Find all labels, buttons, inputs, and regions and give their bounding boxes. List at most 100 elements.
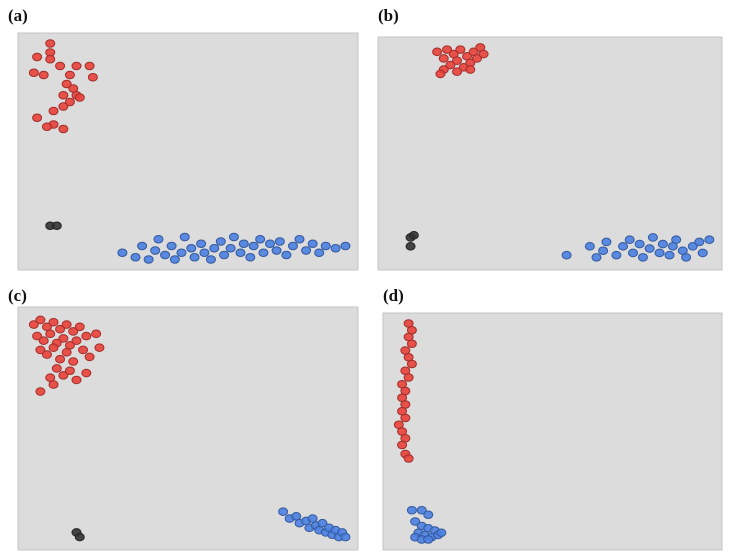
point: [618, 242, 629, 251]
point: [340, 532, 351, 542]
point: [35, 387, 46, 396]
point: [478, 49, 489, 59]
panel-label: (c): [8, 286, 27, 305]
point: [58, 371, 69, 380]
point: [330, 243, 341, 253]
point: [408, 230, 419, 240]
point: [611, 250, 622, 260]
point: [196, 239, 207, 249]
point: [61, 320, 72, 329]
point: [48, 343, 59, 352]
point: [561, 250, 572, 260]
point: [687, 242, 698, 251]
point: [48, 380, 59, 389]
point: [314, 248, 325, 258]
point: [694, 237, 705, 247]
point: [81, 368, 92, 378]
point: [74, 532, 85, 542]
point: [169, 255, 180, 264]
point: [91, 329, 102, 339]
point: [38, 70, 49, 80]
point: [584, 242, 595, 251]
point: [143, 255, 154, 264]
point: [166, 241, 177, 251]
point: [64, 70, 75, 80]
point: [423, 510, 434, 520]
point: [624, 235, 635, 244]
point: [287, 241, 298, 251]
point: [150, 246, 161, 255]
point: [598, 246, 609, 256]
panel-background: [382, 312, 723, 551]
point: [265, 239, 275, 249]
point: [45, 39, 56, 48]
point: [436, 528, 447, 538]
point: [117, 248, 128, 258]
point: [55, 61, 66, 71]
point: [397, 440, 408, 450]
point: [64, 366, 75, 376]
point: [179, 232, 190, 242]
point: [228, 232, 239, 242]
point: [189, 252, 200, 262]
point: [601, 237, 612, 247]
point: [438, 54, 449, 63]
point: [55, 324, 66, 334]
point: [209, 243, 220, 253]
point: [403, 373, 414, 382]
point: [647, 233, 658, 242]
point: [153, 234, 164, 244]
point: [45, 329, 56, 339]
point: [84, 61, 95, 71]
panel-background: [17, 32, 359, 271]
point: [28, 320, 39, 329]
point: [301, 246, 312, 255]
point: [258, 248, 269, 258]
point: [455, 45, 466, 54]
point: [48, 106, 59, 116]
point: [87, 72, 98, 82]
point: [68, 357, 79, 366]
point: [340, 241, 351, 251]
point: [58, 124, 69, 134]
point: [61, 347, 72, 357]
point: [591, 253, 602, 262]
point: [452, 56, 463, 65]
point: [58, 90, 69, 100]
point: [238, 239, 249, 249]
point: [94, 343, 105, 352]
point: [160, 250, 171, 260]
point: [130, 252, 141, 262]
point: [403, 454, 414, 463]
point: [74, 93, 85, 102]
point: [78, 345, 89, 355]
point: [320, 241, 331, 251]
point: [199, 248, 210, 258]
point: [225, 243, 236, 253]
point: [51, 221, 62, 231]
point: [281, 250, 292, 260]
point: [255, 234, 266, 244]
point: [406, 339, 417, 349]
point: [634, 239, 645, 249]
point: [71, 336, 82, 346]
point: [41, 350, 52, 359]
point: [81, 331, 92, 341]
point: [405, 242, 416, 251]
point: [664, 250, 675, 260]
point: [317, 518, 328, 528]
point: [442, 45, 453, 54]
point: [58, 102, 69, 111]
point: [28, 68, 39, 78]
point: [51, 364, 62, 373]
point: [432, 47, 443, 57]
point: [35, 315, 46, 325]
point: [671, 235, 682, 244]
point: [471, 54, 482, 63]
point: [48, 317, 59, 327]
point: [245, 252, 256, 262]
panel-label: (a): [8, 6, 28, 25]
point: [628, 248, 638, 258]
point: [274, 237, 285, 246]
point: [637, 253, 648, 262]
